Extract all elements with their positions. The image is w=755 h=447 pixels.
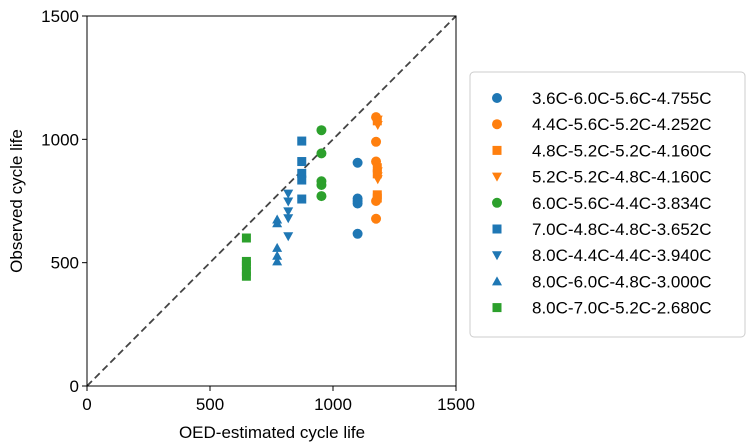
y-tick-label-1: 0: [70, 377, 79, 396]
legend-marker-2: [492, 119, 502, 130]
data-point-s9-p3: [241, 260, 251, 270]
data-point-s9-p5: [241, 271, 251, 281]
data-point-s1-p1: [352, 157, 363, 168]
data-point-s8-p5: [272, 256, 283, 266]
legend-frame: [469, 71, 746, 338]
data-point-s7-p4: [283, 214, 294, 224]
data-point-s7-p3: [283, 207, 294, 217]
data-point-s2-p2: [371, 136, 382, 147]
data-point-s5-p4: [316, 179, 327, 190]
data-point-s4-p1: [372, 115, 383, 125]
data-point-s6-p2: [297, 157, 307, 167]
plot-frame: [86, 15, 457, 387]
reference-line-y-equals-x: [86, 15, 457, 387]
legend-label-6: 7.0C-4.8C-4.8C-3.652C: [532, 220, 712, 239]
y-tick-label-2: 500: [51, 254, 79, 273]
data-point-s7-p5: [283, 232, 294, 242]
legend-marker-8: [492, 276, 502, 286]
y-tick-label-3: 1000: [41, 130, 79, 149]
legend-marker-5: [492, 197, 502, 208]
legend-label-5: 6.0C-5.6C-4.4C-3.834C: [532, 194, 712, 213]
data-point-s8-p4: [272, 250, 283, 260]
x-axis-label: OED-estimated cycle life: [179, 423, 365, 442]
legend-marker-9: [492, 303, 502, 313]
data-point-s5-p2: [316, 148, 327, 159]
legend-marker-1: [492, 93, 502, 103]
data-point-s6-p3: [297, 168, 307, 178]
legend-label-1: 3.6C-6.0C-5.6C-4.755C: [532, 89, 712, 108]
x-tick-label-4: 1500: [437, 395, 475, 414]
legend-marker-4: [492, 172, 502, 182]
data-point-s4-p2: [372, 121, 383, 131]
legend-label-7: 8.0C-4.4C-4.4C-3.940C: [532, 246, 712, 265]
data-point-s7-p2: [283, 197, 294, 207]
data-point-s9-p4: [241, 266, 251, 276]
data-point-s1-p5: [352, 228, 363, 239]
data-point-s9-p1: [241, 233, 251, 243]
data-point-s7-p1: [283, 189, 294, 199]
legend-label-8: 8.0C-6.0C-4.8C-3.000C: [532, 272, 712, 291]
x-tick-label-1: 0: [82, 395, 91, 414]
legend-label-2: 4.4C-5.6C-5.2C-4.252C: [532, 115, 712, 134]
legend-label-9: 8.0C-7.0C-5.2C-2.680C: [532, 299, 712, 318]
legend-label-4: 5.2C-5.2C-4.8C-4.160C: [532, 168, 712, 187]
data-point-s5-p5: [316, 191, 327, 202]
plot-layer: [86, 15, 457, 387]
data-point-s5-p1: [316, 125, 327, 136]
y-axis-label: Observed cycle life: [7, 129, 26, 273]
data-point-s8-p2: [272, 218, 283, 228]
legend-marker-6: [492, 224, 502, 234]
legend-marker-7: [492, 251, 502, 261]
x-tick-label-3: 1000: [314, 395, 352, 414]
y-tick-label-4: 1500: [41, 7, 79, 26]
legend-marker-3: [492, 145, 502, 155]
data-point-s4-p3: [372, 167, 383, 177]
axes-layer: OED-estimated cycle life Observed cycle …: [7, 7, 475, 442]
x-tick-label-2: 500: [196, 395, 224, 414]
legend: 3.6C-6.0C-5.6C-4.755C 4.4C-5.6C-5.2C-4.25…: [469, 71, 746, 338]
data-point-s6-p5: [297, 194, 307, 204]
data-point-s6-p1: [297, 136, 307, 146]
data-point-s8-p3: [272, 242, 283, 252]
data-point-s4-p5: [372, 175, 383, 185]
data-point-s3-p5: [372, 193, 382, 203]
data-point-s6-p4: [297, 175, 307, 185]
legend-label-3: 4.8C-5.2C-5.2C-4.160C: [532, 141, 712, 160]
data-point-s2-p5: [371, 213, 382, 224]
data-point-s1-p4: [352, 198, 363, 209]
